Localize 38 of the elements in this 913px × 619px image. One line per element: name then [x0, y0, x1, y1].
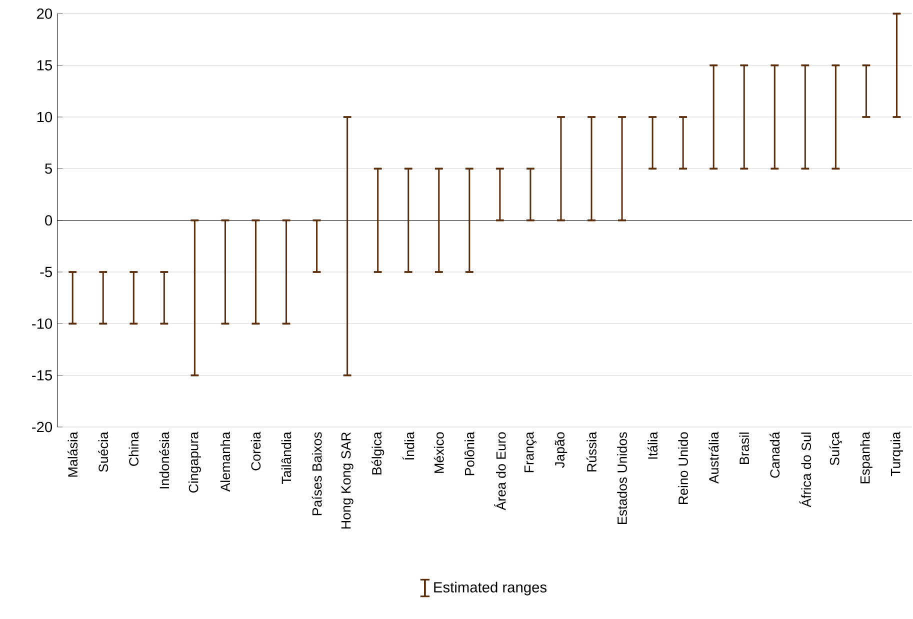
x-tick-label: Suécia — [98, 432, 108, 472]
y-tick-label: -15 — [32, 370, 52, 380]
y-tick-label: 15 — [37, 60, 52, 70]
x-tick-label: Indonésia — [159, 432, 170, 488]
x-tick-label: África do Sul — [799, 432, 812, 508]
x-tick-label: Rússia — [586, 432, 596, 472]
x-tick-label: Área do Euro — [494, 432, 506, 510]
y-tick-label: -10 — [32, 318, 52, 329]
x-tick-label: Cingapura — [188, 432, 201, 493]
x-tick-label: Países Baixos — [312, 432, 322, 516]
y-tick-label: 20 — [37, 8, 52, 19]
y-tick-label: 5 — [45, 164, 52, 174]
y-tick-label: 0 — [45, 215, 52, 226]
x-tick-label: França — [524, 432, 536, 472]
x-tick-label: Suíça — [829, 432, 842, 466]
x-tick-label: Índia — [402, 432, 414, 460]
x-tick-label: Canadá — [770, 432, 780, 478]
x-tick-label: Austrália — [708, 432, 719, 484]
x-tick-label: Bélgica — [372, 432, 384, 474]
legend-label: Estimated ranges — [434, 582, 547, 596]
y-tick-label: -5 — [40, 266, 52, 278]
x-tick-label: Hong Kong SAR — [341, 432, 354, 528]
x-tick-label: Brasil — [739, 432, 750, 464]
x-tick-label: Coreia — [250, 432, 261, 470]
x-tick-label: Turquia — [890, 432, 903, 476]
x-tick-label: Alemanha — [220, 432, 230, 492]
x-tick-label: Reino Unido — [678, 432, 688, 504]
x-tick-label: México — [434, 432, 444, 473]
y-tick-label: -20 — [32, 422, 52, 432]
x-tick-label: Japão — [554, 432, 568, 468]
x-tick-label: Polônia — [464, 432, 474, 476]
x-tick-label: Tailândia — [281, 432, 292, 484]
x-tick-label: Espanha — [860, 432, 872, 484]
x-tick-label: Itália — [648, 432, 658, 459]
y-tick-label: 10 — [37, 112, 52, 122]
x-tick-label: China — [128, 432, 139, 466]
x-tick-label: Estados Unidos — [617, 432, 627, 524]
x-tick-label: Malásia — [68, 432, 78, 477]
